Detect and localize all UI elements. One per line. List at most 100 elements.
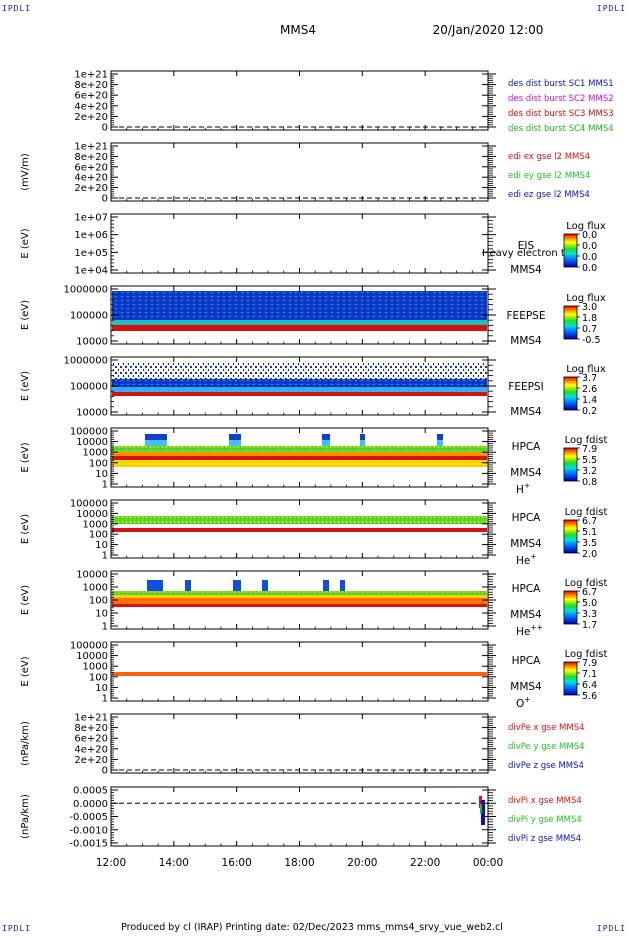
y-axis-label: (nPa/km) — [20, 794, 31, 839]
hpca-he2-red-band — [112, 604, 487, 607]
hpca-he2-green-band — [112, 591, 487, 597]
y-tick-label: 4e+20 — [74, 744, 108, 755]
species-label: He+ — [516, 552, 537, 567]
colorbar-tick-label: 1.4 — [582, 395, 597, 406]
hpca-he2-burst — [147, 580, 163, 591]
corner-label-top-left: IPDLI — [2, 4, 32, 13]
x-tick-label: 22:00 — [410, 857, 440, 869]
colorbar-tick-label: 7.9 — [582, 444, 597, 455]
y-tick-label: 10000 — [76, 651, 108, 662]
y-axis-label: (nPa/km) — [20, 721, 31, 766]
y-tick-label: 1000000 — [63, 285, 108, 296]
y-tick-label: 1e+21 — [74, 713, 108, 724]
header-datetime: 20/Jan/2020 12:00 — [433, 23, 544, 37]
hpca-h-burst — [229, 440, 241, 446]
colorbar-tick-label: 0.0 — [582, 263, 597, 274]
colorbar-scale — [563, 519, 578, 554]
hpca-he2-orange-band — [112, 598, 487, 604]
y-tick-label: 6e+20 — [74, 162, 108, 173]
y-tick-label: 2e+20 — [74, 755, 108, 766]
y-tick-label: 1000 — [83, 662, 108, 673]
feepsi-red-band — [112, 392, 487, 396]
y-tick-label: 0.0005 — [73, 786, 108, 797]
y-axis-label: E (eV) — [20, 585, 31, 615]
colorbar-scale — [563, 661, 578, 696]
probe-label: MMS4 — [510, 538, 542, 550]
colorbar-scale — [563, 447, 578, 482]
hpca-h-green-band — [112, 446, 487, 452]
x-tick-label: 20:00 — [347, 857, 377, 869]
probe-label: MMS4 — [510, 609, 542, 621]
y-tick-label: -0.0010 — [69, 825, 108, 836]
panel-frame — [110, 786, 489, 847]
y-tick-label: 100 — [89, 458, 108, 469]
colorbar-title: Log fdist — [565, 507, 608, 518]
y-tick-label: 0.0000 — [73, 799, 108, 810]
panel-frame — [110, 70, 489, 131]
hpca-h-yellow-band — [112, 460, 487, 467]
probe-label: MMS4 — [510, 681, 542, 693]
footer-credits: Produced by cl (IRAP) Printing date: 02/… — [121, 922, 503, 933]
y-tick-label: 2e+20 — [74, 112, 108, 123]
panel-frame — [110, 213, 489, 274]
colorbar-tick-label: 6.7 — [582, 587, 597, 598]
y-axis-label: E (eV) — [20, 656, 31, 686]
y-tick-label: 100000 — [70, 427, 108, 438]
hpca-he-red-band — [112, 528, 487, 532]
hpca-h-burst — [437, 440, 443, 446]
colorbar-tick-label: 0.0 — [582, 252, 597, 263]
colorbar-tick-label: 7.1 — [582, 669, 597, 680]
y-tick-label: 10 — [95, 683, 108, 694]
y-tick-label: 8e+20 — [74, 723, 108, 734]
colorbar-tick-label: 0.2 — [582, 406, 597, 417]
instrument-label: FEEPSE — [507, 310, 546, 322]
colorbar-title: Log fdist — [565, 435, 608, 446]
y-tick-label: 1 — [102, 551, 108, 562]
y-tick-label: 1 — [102, 694, 108, 705]
hpca-h-burst — [360, 440, 365, 446]
panel-feepse: 1000000 100000 10000 E (eV) FEEPSE MMS4 Log fl… — [20, 285, 606, 348]
corner-label-bottom-left: IPDLI — [2, 924, 32, 933]
colorbar-scale — [563, 305, 578, 340]
y-axis-label: E (eV) — [20, 371, 31, 401]
colorbar-tick-label: 5.0 — [582, 598, 597, 609]
legend-entry: des dist burst SC2 MMS2 — [508, 94, 614, 104]
y-tick-label: -0.0015 — [69, 839, 108, 850]
y-tick-label: 10 — [95, 469, 108, 480]
y-axis-label: E (eV) — [20, 514, 31, 544]
y-tick-label: 1e+07 — [74, 213, 108, 224]
instrument-label: HPCA — [512, 441, 542, 453]
instrument-label: EIS — [518, 240, 535, 252]
panel-frame — [110, 713, 489, 774]
corner-label-bottom-right: IPDLI — [596, 924, 626, 933]
panel-frame — [110, 142, 489, 202]
colorbar-tick-label: -0.5 — [582, 335, 601, 346]
instrument-label: HPCA — [512, 583, 542, 595]
legend-entry: des dist burst SC1 MMS1 — [508, 79, 614, 89]
y-tick-label: 6e+20 — [74, 734, 108, 745]
legend-entry: des dist burst SC4 MMS4 — [508, 124, 614, 134]
colorbar-tick-label: 5.6 — [582, 691, 597, 702]
legend-entry: edi ez gse l2 MMS4 — [508, 190, 590, 200]
species-label: H+ — [516, 481, 530, 496]
panel-frame — [110, 641, 489, 702]
colorbar-tick-label: 5.5 — [582, 455, 597, 466]
instrument-label: FEEPSI — [508, 381, 543, 393]
y-tick-label: 1000000 — [63, 356, 108, 367]
y-tick-label: 1 — [102, 480, 108, 491]
x-tick-label: 16:00 — [222, 857, 252, 869]
colorbar-tick-label: 1.8 — [582, 313, 597, 324]
colorbar-tick-label: 0.0 — [582, 241, 597, 252]
feepse-cyan-band — [112, 320, 487, 325]
species-label: He++ — [516, 623, 543, 638]
header-spacecraft: MMS4 — [280, 23, 316, 37]
panel-eis: 1e+07 1e+06 1e+05 1e+04 E (eV) EIS MMS4 Heavy e… — [20, 213, 606, 277]
colorbar-tick-label: 7.9 — [582, 658, 597, 669]
